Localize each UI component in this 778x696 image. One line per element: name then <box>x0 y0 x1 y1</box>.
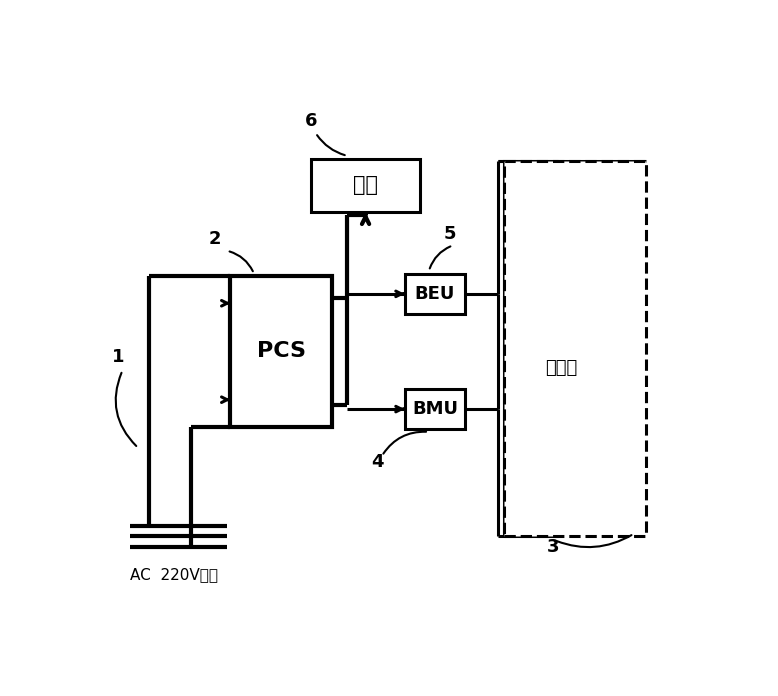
Bar <box>504 161 646 537</box>
Bar <box>311 159 420 212</box>
Text: BEU: BEU <box>415 285 455 303</box>
Text: BMU: BMU <box>412 400 458 418</box>
Text: 电弦: 电弦 <box>353 175 378 196</box>
Bar <box>405 389 465 429</box>
Bar <box>230 276 332 427</box>
Text: 5: 5 <box>444 225 457 243</box>
Text: AC  220V母线: AC 220V母线 <box>131 567 219 583</box>
Text: PCS: PCS <box>257 342 306 361</box>
Text: 4: 4 <box>372 452 384 470</box>
Text: 6: 6 <box>305 112 317 130</box>
Text: 1: 1 <box>112 348 124 366</box>
Text: 2: 2 <box>209 230 221 248</box>
Text: 3: 3 <box>546 539 559 556</box>
Text: 电池组: 电池组 <box>545 358 577 377</box>
Bar <box>405 274 465 314</box>
